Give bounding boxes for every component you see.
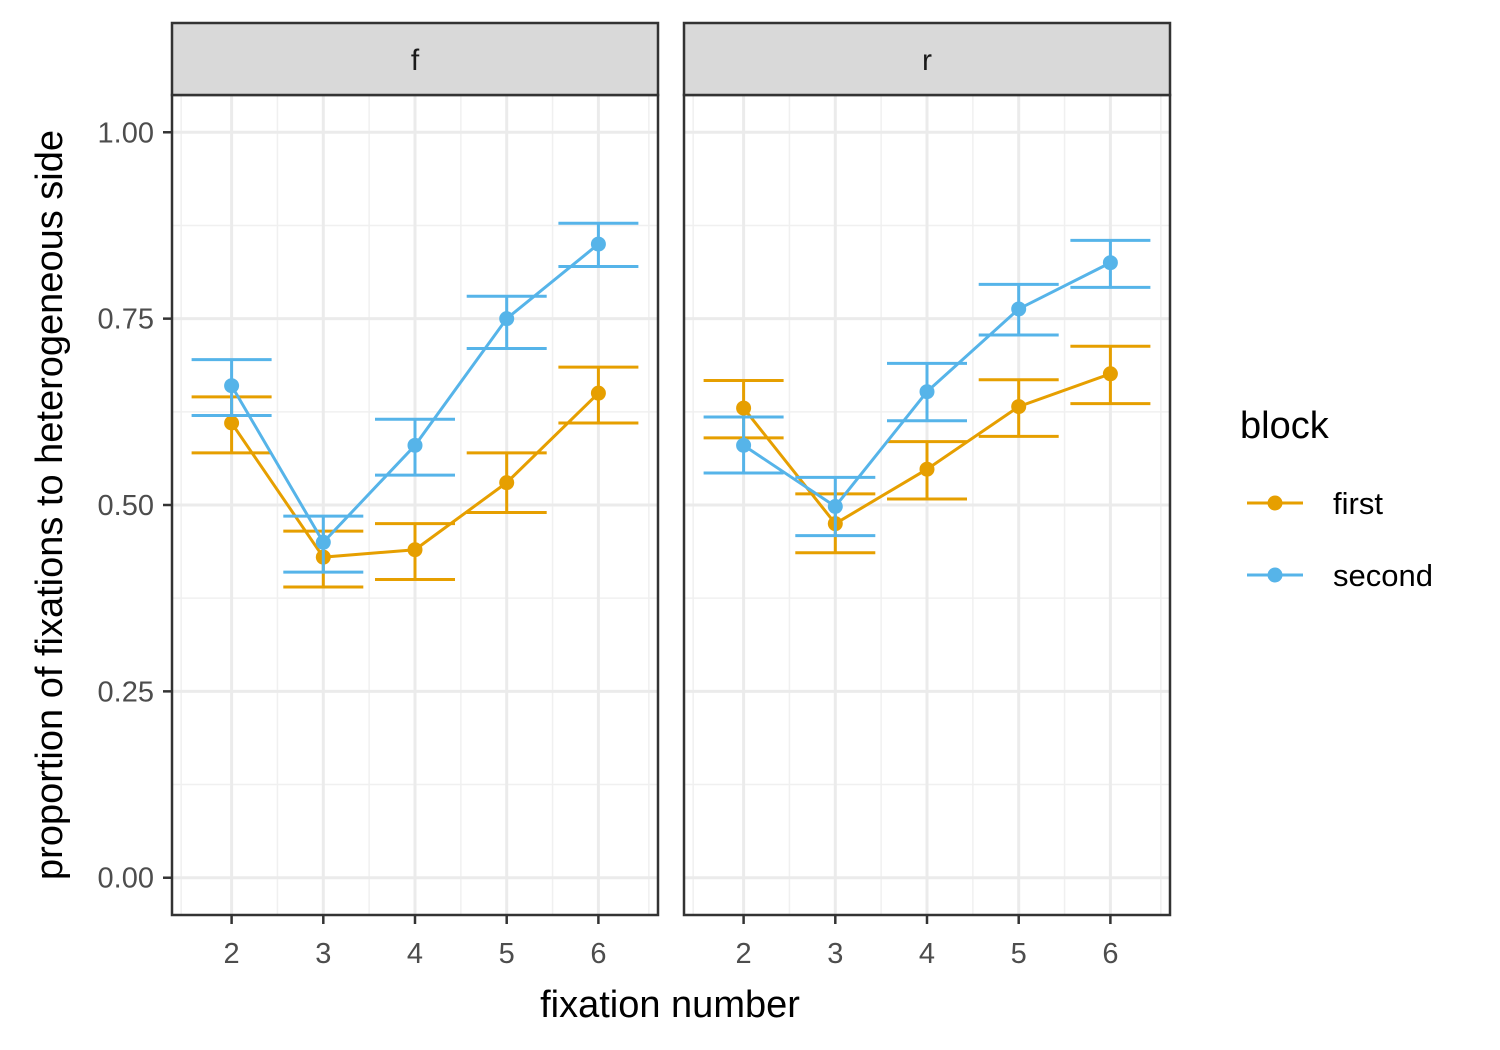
series-second — [703, 238, 1151, 538]
data-point — [736, 400, 752, 416]
y-tick-label: 0.50 — [98, 490, 154, 522]
data-point — [827, 498, 843, 514]
y-tick-label: 1.00 — [98, 117, 154, 149]
data-point — [919, 384, 935, 400]
x-tick-label: 6 — [1102, 938, 1118, 970]
x-axis-title: fixation number — [540, 984, 800, 1026]
x-tick-label: 3 — [315, 938, 331, 970]
data-point — [499, 311, 515, 327]
y-tick-label: 0.00 — [98, 863, 154, 895]
y-tick-label: 0.25 — [98, 676, 154, 708]
legend-key-point — [1267, 495, 1283, 511]
y-axis-title: proportion of fixations to heterogeneous… — [29, 130, 71, 880]
data-point — [1011, 301, 1027, 317]
facet-label: f — [411, 44, 420, 77]
y-tick-label: 0.75 — [98, 304, 154, 336]
x-tick-label: 4 — [407, 938, 423, 970]
facet-panels: f 2 3 4 5 6 r 2 3 4 5 6 — [170, 21, 1172, 970]
x-tick-label: 5 — [1011, 938, 1027, 970]
data-point — [590, 236, 606, 252]
data-point — [1102, 366, 1118, 382]
data-point — [224, 415, 240, 431]
x-tick-label: 6 — [590, 938, 606, 970]
legend-title: block — [1240, 405, 1330, 447]
x-tick-label: 5 — [499, 938, 515, 970]
legend-key-point — [1267, 567, 1283, 583]
facet-panel-f: f 2 3 4 5 6 — [170, 21, 660, 970]
x-tick-label: 2 — [736, 938, 752, 970]
facet-strip — [170, 21, 660, 97]
data-point — [919, 461, 935, 477]
data-point — [736, 437, 752, 453]
data-point — [407, 437, 423, 453]
facet-panel-r: r 2 3 4 5 6 — [682, 21, 1172, 970]
legend-entry-first: first — [1247, 486, 1383, 521]
x-tick-label: 2 — [224, 938, 240, 970]
data-point — [590, 385, 606, 401]
legend-label: second — [1333, 558, 1433, 593]
series-second — [191, 221, 639, 574]
facet-strip — [682, 21, 1172, 97]
data-point — [499, 475, 515, 491]
data-point — [407, 542, 423, 558]
x-tick-label: 3 — [827, 938, 843, 970]
data-point — [1102, 255, 1118, 271]
legend-entry-second: second — [1247, 558, 1433, 593]
legend-label: first — [1333, 486, 1383, 521]
data-point — [315, 534, 331, 550]
facet-label: r — [922, 44, 932, 77]
legend: block first second — [1240, 405, 1433, 593]
y-axis: 0.00 0.25 0.50 0.75 1.00 — [98, 117, 172, 895]
x-tick-label: 4 — [919, 938, 935, 970]
data-point — [224, 378, 240, 394]
data-point — [1011, 399, 1027, 415]
